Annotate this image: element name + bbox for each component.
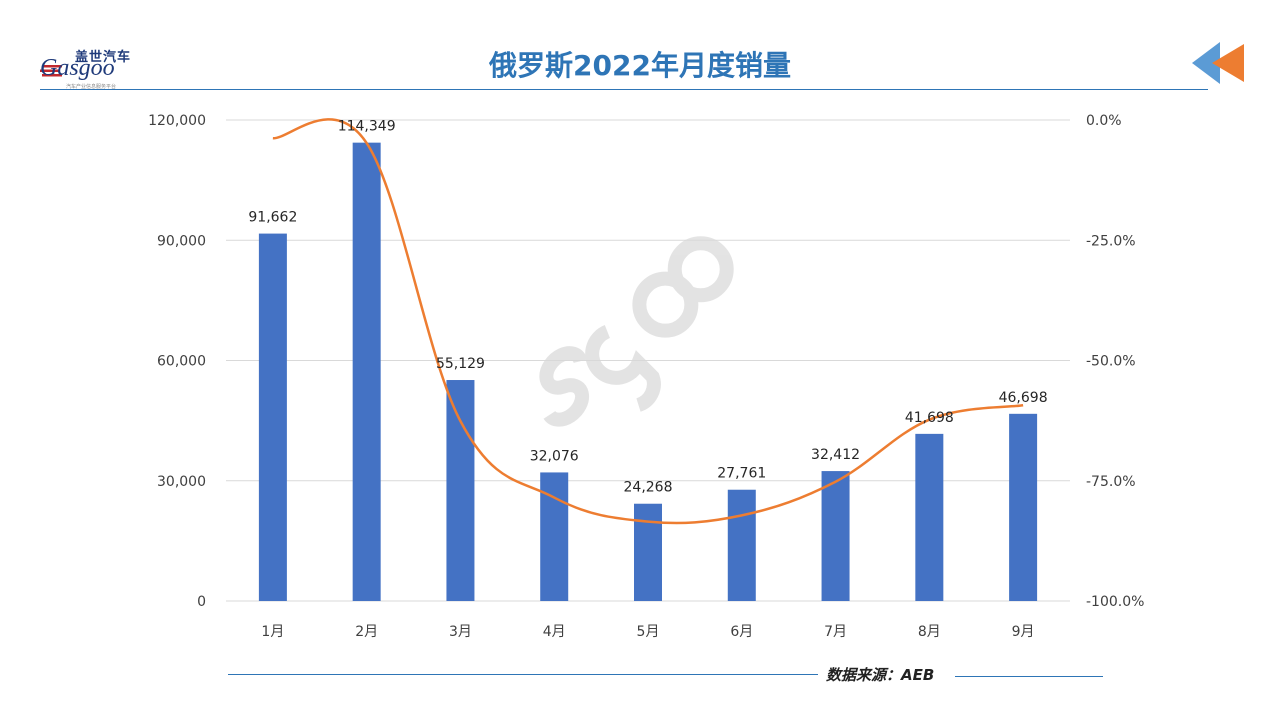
y-right-tick-label: -100.0%: [1086, 594, 1144, 610]
x-tick-label: 7月: [824, 624, 847, 640]
y-left-tick-label: 30,000: [157, 474, 206, 490]
logo-stripes-icon: [40, 65, 62, 77]
x-tick-label: 8月: [918, 624, 941, 640]
bar-data-label: 32,076: [530, 448, 579, 464]
bar-data-label: 24,268: [624, 480, 673, 496]
bar: [446, 380, 475, 601]
x-tick-label: 9月: [1012, 624, 1035, 640]
bar-data-label: 55,129: [436, 356, 485, 372]
back-arrow-icon[interactable]: [1190, 40, 1246, 86]
y-right-tick-label: 0.0%: [1086, 113, 1122, 129]
gasgoo-logo: 盖世汽车 Gasgoo 汽车产业信息服务平台: [38, 46, 148, 92]
x-tick-label: 1月: [261, 624, 284, 640]
title-divider: [40, 89, 1208, 90]
bar: [821, 471, 850, 601]
bar-data-label: 27,761: [717, 466, 766, 482]
data-source: 数据来源：AEB: [826, 666, 935, 684]
logo-en-text: Gasgoo: [40, 55, 115, 81]
yoy-series-line: [272, 118, 1024, 525]
bar-data-label: 114,349: [338, 119, 396, 135]
bar: [352, 142, 381, 601]
y-right-tick-label: -50.0%: [1086, 354, 1136, 370]
bar: [258, 233, 287, 602]
bar-data-label: 32,412: [811, 447, 860, 463]
x-tick-label: 2月: [355, 624, 378, 640]
bar: [915, 433, 944, 601]
bar-data-label: 91,662: [248, 210, 297, 226]
x-tick-label: 5月: [637, 624, 660, 640]
y-right-tick-label: -25.0%: [1086, 233, 1136, 249]
page-title: 俄罗斯2022年月度销量: [489, 49, 791, 82]
y-left-tick-label: 60,000: [157, 354, 206, 370]
y-left-tick-label: 0: [197, 594, 206, 610]
y-left-tick-label: 120,000: [148, 113, 206, 129]
footer-divider-left: [228, 674, 818, 675]
logo-cn-text: 盖世汽车: [75, 50, 132, 65]
x-tick-label: 3月: [449, 624, 472, 640]
logo-subtitle: 汽车产业信息服务平台: [66, 84, 117, 90]
x-tick-label: 6月: [730, 624, 753, 640]
bar-data-label: 41,698: [905, 410, 954, 426]
bar: [634, 503, 662, 601]
bar: [727, 489, 756, 601]
footer-divider-right: [955, 676, 1103, 677]
bar: [1009, 413, 1038, 601]
x-tick-label: 4月: [543, 624, 566, 640]
bar-data-label: 46,698: [999, 390, 1048, 406]
y-right-tick-label: -75.0%: [1086, 474, 1136, 490]
y-left-tick-label: 90,000: [157, 233, 206, 249]
